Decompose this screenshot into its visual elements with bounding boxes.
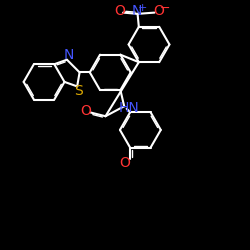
Text: −: − — [159, 2, 170, 15]
Text: +: + — [137, 3, 147, 13]
Text: O: O — [154, 4, 164, 18]
Text: N: N — [64, 48, 74, 62]
Text: O: O — [120, 156, 130, 170]
Text: O: O — [81, 104, 92, 118]
Text: O: O — [114, 4, 125, 18]
Text: N: N — [131, 4, 141, 18]
Text: S: S — [74, 84, 83, 98]
Text: HN: HN — [119, 100, 140, 114]
